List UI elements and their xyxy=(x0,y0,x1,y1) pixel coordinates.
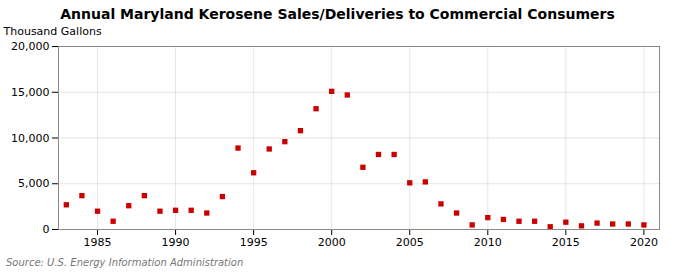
html-text:Source: U.S. Energy Informatio: Source: U.S. Energy Information Administ… xyxy=(6,257,244,268)
svg-text:0: 0 xyxy=(43,223,50,236)
svg-text:2015: 2015 xyxy=(552,236,580,249)
svg-text:5,000: 5,000 xyxy=(18,177,50,190)
svg-text:15,000: 15,000 xyxy=(11,86,50,99)
svg-text:10,000: 10,000 xyxy=(11,132,50,145)
html-text:Annual Maryland Kerosene Sales: Annual Maryland Kerosene Sales/Deliverie… xyxy=(60,6,615,22)
svg-text:1990: 1990 xyxy=(162,236,190,249)
svg-text:2000: 2000 xyxy=(318,236,346,249)
svg-text:2005: 2005 xyxy=(396,236,424,249)
svg-text:Thousand Gallons: Thousand Gallons xyxy=(3,25,102,38)
svg-text:1985: 1985 xyxy=(84,236,112,249)
svg-text:20,000: 20,000 xyxy=(11,40,50,53)
svg-text:2020: 2020 xyxy=(630,236,658,249)
svg-text:1995: 1995 xyxy=(240,236,268,249)
svg-text:2010: 2010 xyxy=(474,236,502,249)
